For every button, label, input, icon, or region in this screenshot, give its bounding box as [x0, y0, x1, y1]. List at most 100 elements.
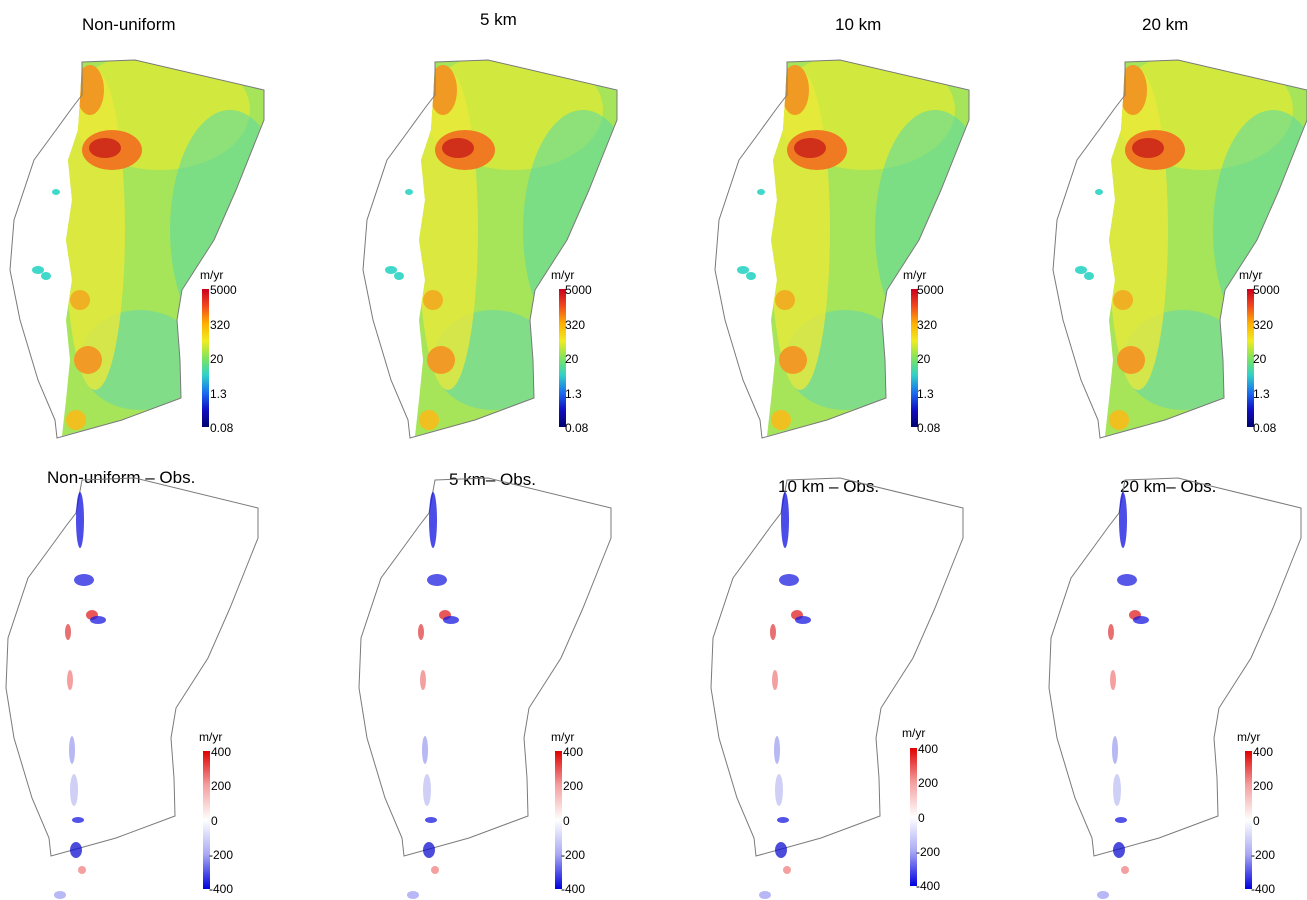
panel-title: 10 km — [835, 15, 882, 34]
colorbar-tick: 5000 — [210, 283, 237, 297]
colorbar-tick: 20 — [565, 352, 579, 366]
colorbar-tick: 400 — [918, 742, 939, 756]
difference-patch — [90, 616, 106, 624]
colorbar-tick: 400 — [563, 745, 584, 759]
colorbar-tick: 1.3 — [917, 387, 934, 401]
colorbar-tick: 20 — [210, 352, 224, 366]
difference-patch — [443, 616, 459, 624]
coastline — [5, 477, 259, 857]
difference-patch — [775, 774, 783, 806]
colorbar-tick: 0.08 — [565, 421, 589, 435]
colorbar-tick: 320 — [1253, 318, 1274, 332]
difference-patch — [423, 842, 435, 858]
difference-patch — [407, 891, 419, 899]
island — [41, 272, 51, 280]
difference-patch — [427, 574, 447, 586]
velocity-colorbar — [202, 289, 209, 427]
difference-colorbar — [555, 751, 562, 889]
difference-patch — [779, 574, 799, 586]
velocity-map — [9, 59, 265, 439]
difference-patch — [78, 866, 86, 874]
panel-title: Non-uniform — [82, 15, 176, 34]
difference-patch — [770, 624, 776, 640]
velocity-colorbar — [911, 289, 918, 427]
difference-patch — [759, 891, 771, 899]
difference-patch — [781, 492, 789, 548]
colorbar-tick: -200 — [1251, 848, 1276, 862]
colorbar-tick: 0 — [563, 814, 570, 828]
difference-patch — [1110, 670, 1116, 690]
colorbar-unit-label: m/yr — [903, 268, 927, 282]
colorbar-tick: -400 — [209, 882, 234, 896]
colorbar-tick: 5000 — [565, 283, 592, 297]
difference-patch — [418, 624, 424, 640]
island — [746, 272, 756, 280]
difference-patch — [70, 842, 82, 858]
velocity-field — [62, 60, 264, 436]
velocity-panel: 20 km m/yr 5000 320 20 1.3 0.08 — [1043, 0, 1307, 450]
velocity-colorbar — [559, 289, 566, 427]
colorbar-tick: -400 — [1251, 882, 1276, 896]
island — [737, 266, 749, 274]
difference-patch — [774, 736, 780, 764]
difference-patch — [420, 670, 426, 690]
colorbar-tick: 0 — [211, 814, 218, 828]
colorbar-tick: 320 — [917, 318, 938, 332]
colorbar-unit-label: m/yr — [200, 268, 224, 282]
velocity-colorbar — [1247, 289, 1254, 427]
colorbar-tick: 20 — [917, 352, 931, 366]
difference-patch — [425, 817, 437, 823]
colorbar-tick: 5000 — [1253, 283, 1280, 297]
island — [405, 189, 413, 195]
difference-patch — [70, 774, 78, 806]
difference-patch — [422, 736, 428, 764]
difference-patch — [1112, 736, 1118, 764]
coastline — [710, 477, 964, 857]
difference-patch — [65, 624, 71, 640]
difference-patch — [1117, 574, 1137, 586]
difference-patch — [69, 736, 75, 764]
colorbar-unit-label: m/yr — [551, 268, 575, 282]
difference-panel: Non-uniform – Obs. m/yr 400 200 0 -200 -… — [0, 450, 320, 900]
colorbar-tick: -200 — [916, 845, 941, 859]
panel-title: Non-uniform – Obs. — [47, 468, 196, 487]
colorbar-tick: 320 — [210, 318, 231, 332]
colorbar-tick: 200 — [918, 776, 939, 790]
difference-panel: 5 km– Obs. m/yr 400 200 0 -200 -400 — [353, 450, 673, 900]
difference-colorbar — [1245, 751, 1252, 889]
panel-title: 5 km — [480, 10, 517, 29]
colorbar-tick: -200 — [209, 848, 234, 862]
island — [32, 266, 44, 274]
island — [1084, 272, 1094, 280]
difference-panel: 10 km – Obs. m/yr 400 200 0 -200 -400 — [705, 450, 1025, 900]
panel-title: 20 km — [1142, 15, 1189, 34]
difference-map — [5, 477, 259, 899]
colorbar-tick: 1.3 — [565, 387, 582, 401]
difference-patch — [772, 670, 778, 690]
velocity-panel: 5 km m/yr 5000 320 20 1.3 0.08 — [353, 0, 673, 450]
velocity-map — [1052, 59, 1307, 439]
velocity-map — [714, 59, 970, 439]
difference-patch — [1113, 774, 1121, 806]
colorbar-tick: 0.08 — [917, 421, 941, 435]
colorbar-unit-label: m/yr — [551, 730, 575, 744]
difference-patch — [1121, 866, 1129, 874]
colorbar-tick: 0 — [918, 811, 925, 825]
colorbar-tick: 20 — [1253, 352, 1267, 366]
difference-patch — [1133, 616, 1149, 624]
coastline — [1052, 59, 1307, 439]
colorbar-tick: 200 — [211, 779, 232, 793]
difference-patch — [429, 492, 437, 548]
colorbar-unit-label: m/yr — [1237, 730, 1261, 744]
difference-map — [1048, 477, 1302, 899]
colorbar-tick: 200 — [1253, 779, 1274, 793]
colorbar-tick: 200 — [563, 779, 584, 793]
island — [385, 266, 397, 274]
colorbar-tick: -400 — [561, 882, 586, 896]
coastline — [714, 59, 970, 439]
difference-map — [710, 477, 964, 899]
colorbar-tick: 5000 — [917, 283, 944, 297]
island — [52, 189, 60, 195]
colorbar-tick: -200 — [561, 848, 586, 862]
coastline — [362, 59, 618, 439]
